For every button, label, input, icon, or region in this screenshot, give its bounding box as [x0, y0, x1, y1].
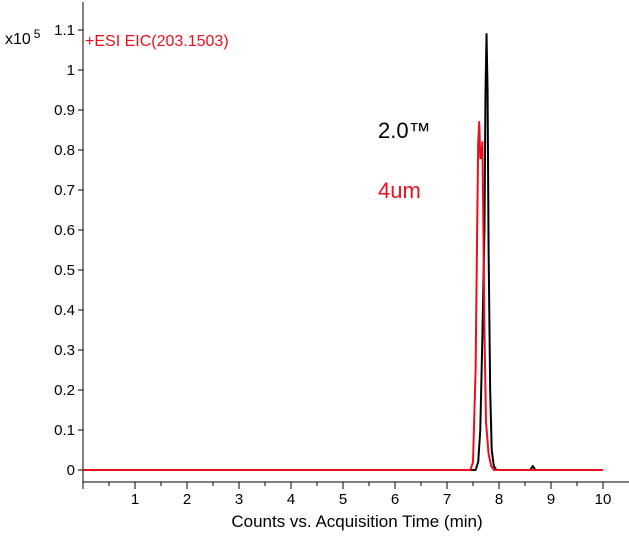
y-tick-label: 0.1	[54, 422, 75, 439]
y-tick-label: 0.4	[54, 302, 75, 319]
x-tick-label: 2	[183, 491, 191, 508]
y-tick-label: 1	[67, 62, 75, 79]
series-line-red-4um	[83, 121, 603, 471]
series-label-4um: 4um	[378, 178, 421, 203]
series-label-2-0: 2.0™	[378, 118, 431, 143]
y-tick-label: 0.3	[54, 342, 75, 359]
y-tick-label: 0.2	[54, 382, 75, 399]
x-tick-label: 4	[287, 491, 295, 508]
x-tick-label: 5	[339, 491, 347, 508]
y-tick-label: 0.5	[54, 262, 75, 279]
trace-label: +ESI EIC(203.1503)	[85, 33, 229, 50]
x-tick-label: 9	[547, 491, 555, 508]
x-axis-label: Counts vs. Acquisition Time (min)	[231, 512, 482, 531]
axes-layer	[82, 2, 629, 483]
x-tick-label: 1	[131, 491, 139, 508]
scale-label: x10 5	[5, 27, 41, 48]
y-tick-label: 0	[67, 462, 75, 479]
y-tick-label: 0.8	[54, 142, 75, 159]
y-tick-label: 0.6	[54, 222, 75, 239]
y-ticks: 0 0.1 0.2 0.3 0.4 0.5 0.6 0.7 0.8 0.9 1 1.1	[54, 22, 83, 479]
x-tick-label: 3	[235, 491, 243, 508]
x-tick-label: 10	[595, 491, 612, 508]
y-tick-label: 1.1	[54, 22, 75, 39]
x-tick-label: 8	[495, 491, 503, 508]
x-ticks: 1 2 3 4 5 6 7 8 9 10	[82, 482, 612, 508]
x-tick-label: 6	[391, 491, 399, 508]
y-tick-label: 0.7	[54, 182, 75, 199]
series-layer	[83, 33, 603, 471]
y-tick-label: 0.9	[54, 102, 75, 119]
x-tick-label: 7	[443, 491, 451, 508]
